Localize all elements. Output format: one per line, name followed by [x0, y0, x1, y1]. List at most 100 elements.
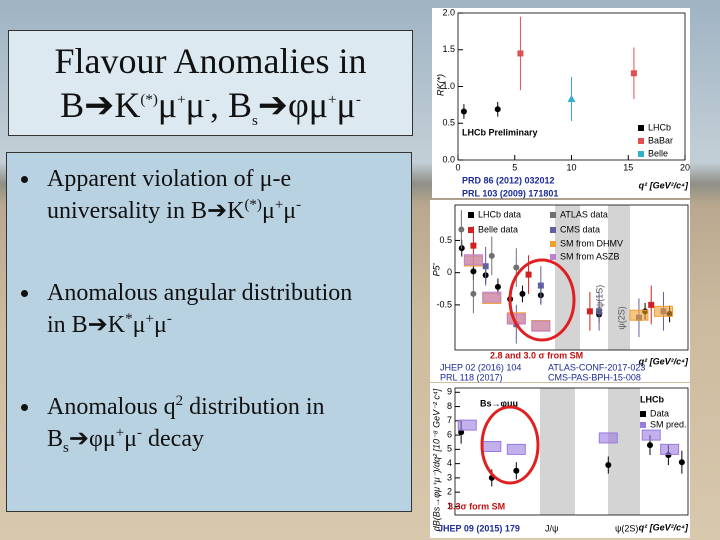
point — [494, 283, 501, 290]
bullet-text: 2 — [175, 393, 184, 409]
legend-label: CMS data — [560, 224, 600, 234]
title-text: - — [355, 92, 361, 108]
plot-annotation: J/ψ — [545, 523, 558, 533]
point — [460, 108, 467, 115]
bullet-text: Apparent violation of μ-e — [47, 166, 292, 192]
bullet-box: Apparent violation of μ-e universality in… — [6, 152, 412, 512]
legend-label: ATLAS data — [560, 209, 608, 219]
x-tick-label: 10 — [566, 162, 576, 172]
bullet-text: in B➔K — [47, 312, 126, 338]
y-tick-label: 7 — [447, 415, 452, 425]
plot-annotation: LHCb Preliminary — [462, 127, 538, 137]
point — [458, 226, 465, 233]
legend-swatch — [550, 254, 556, 260]
veto-band — [608, 205, 630, 350]
y-tick-label: 4 — [447, 458, 452, 468]
y-tick-label: 1.0 — [442, 81, 455, 91]
bullet-text: ➔φμ — [68, 426, 116, 452]
title-text: (*) — [140, 92, 158, 108]
plot-annotation: 2.8 and 3.0 σ from SM — [490, 350, 583, 360]
bullet-text: universality in B➔K — [47, 198, 245, 224]
title-text: - — [204, 92, 210, 108]
y-tick-label: -0.5 — [436, 299, 452, 309]
y-tick-label: 2.0 — [442, 7, 455, 17]
plot-annotation: PRL 103 (2009) 171801 — [462, 188, 558, 198]
sm-box — [463, 254, 483, 266]
point — [525, 271, 532, 278]
point — [605, 462, 612, 469]
plot-annotation: CMS-PAS-BPH-15-008 — [548, 372, 641, 382]
bullet-text: * — [125, 311, 133, 327]
y-axis-label: RK(*) — [435, 74, 445, 96]
point — [513, 264, 520, 271]
point — [458, 429, 465, 436]
title-text: μ — [185, 85, 205, 125]
x-tick-label: 20 — [680, 162, 690, 172]
point — [513, 467, 520, 474]
sm-box — [629, 309, 649, 321]
bullet: Apparent violation of μ-e universality in… — [20, 163, 301, 227]
legend-swatch — [638, 125, 644, 131]
legend-label: LHCb — [648, 122, 671, 132]
plot-annotation: 3.3σ form SM — [448, 501, 505, 511]
title-text: μ — [336, 85, 356, 125]
bullet-text: Anomalous q — [47, 394, 176, 420]
title-text: B➔K — [60, 85, 141, 125]
x-tick-label: 0 — [455, 162, 460, 172]
point — [648, 301, 655, 308]
legend-swatch — [638, 138, 644, 144]
point — [482, 263, 489, 270]
legend-swatch — [640, 422, 646, 428]
legend-label: Belle data — [478, 224, 518, 234]
legend-swatch — [550, 227, 556, 233]
x-axis-label: q² [GeV²/c⁴] — [639, 356, 689, 366]
y-tick-label: 9 — [447, 387, 452, 397]
y-tick-label: 8 — [447, 401, 452, 411]
title-text: , B — [209, 85, 252, 125]
point — [567, 94, 576, 102]
x-axis-label: q² [GeV²/c⁴] — [639, 522, 689, 532]
bullet: Anomalous q2 distribution in Bs➔φμ+μ- dec… — [21, 391, 325, 455]
legend-label: BaBar — [648, 135, 673, 145]
sm-box — [641, 429, 661, 441]
bullet-text: decay — [142, 426, 204, 452]
title-text: ➔φμ — [257, 85, 329, 125]
legend-label: SM from ASZB — [560, 251, 620, 261]
y-tick-label: 5 — [447, 444, 452, 454]
plot-annotation: PRL 118 (2017) — [440, 372, 503, 382]
sm-box — [506, 443, 526, 455]
highlight-ring — [480, 405, 540, 485]
bullet-text: μ — [153, 312, 167, 338]
legend-label: SM from DHMV — [560, 238, 623, 248]
title-line: Flavour Anomalies in — [54, 41, 367, 81]
title-text: + — [328, 92, 337, 108]
bullet-text: + — [145, 311, 154, 327]
legend-swatch — [468, 227, 474, 233]
y-axis-label: P5' — [431, 263, 441, 276]
bullet-text: distribution in — [183, 394, 325, 420]
title-text: s — [251, 113, 258, 130]
y-tick-label: 2 — [447, 487, 452, 497]
point — [519, 290, 526, 297]
x-tick-label: 5 — [512, 162, 517, 172]
legend-label: Belle — [648, 148, 668, 158]
point — [470, 290, 477, 297]
bullet-text: - — [137, 425, 143, 441]
y-tick-label: 1 — [447, 501, 452, 511]
legend-swatch — [638, 151, 644, 157]
y-tick-label: 0.5 — [442, 118, 455, 128]
sm-box — [482, 291, 502, 303]
veto-band — [540, 388, 575, 515]
plot-annotation: JHEP 09 (2015) 179 — [438, 523, 520, 533]
y-tick-label: 1.5 — [442, 44, 455, 54]
sm-box — [482, 441, 502, 453]
bullet-text: - — [166, 311, 172, 327]
title-line: B➔K(*)μ+μ-, Bs➔φμ+μ- — [9, 83, 412, 130]
axes-frame — [454, 204, 689, 351]
point — [488, 252, 495, 259]
x-axis-label: q² [GeV²/c⁴] — [639, 180, 689, 190]
plot-annotation: PRD 86 (2012) 032012 — [462, 175, 555, 185]
legend-label: LHCb data — [478, 209, 521, 219]
bullet-text: B — [47, 426, 64, 452]
